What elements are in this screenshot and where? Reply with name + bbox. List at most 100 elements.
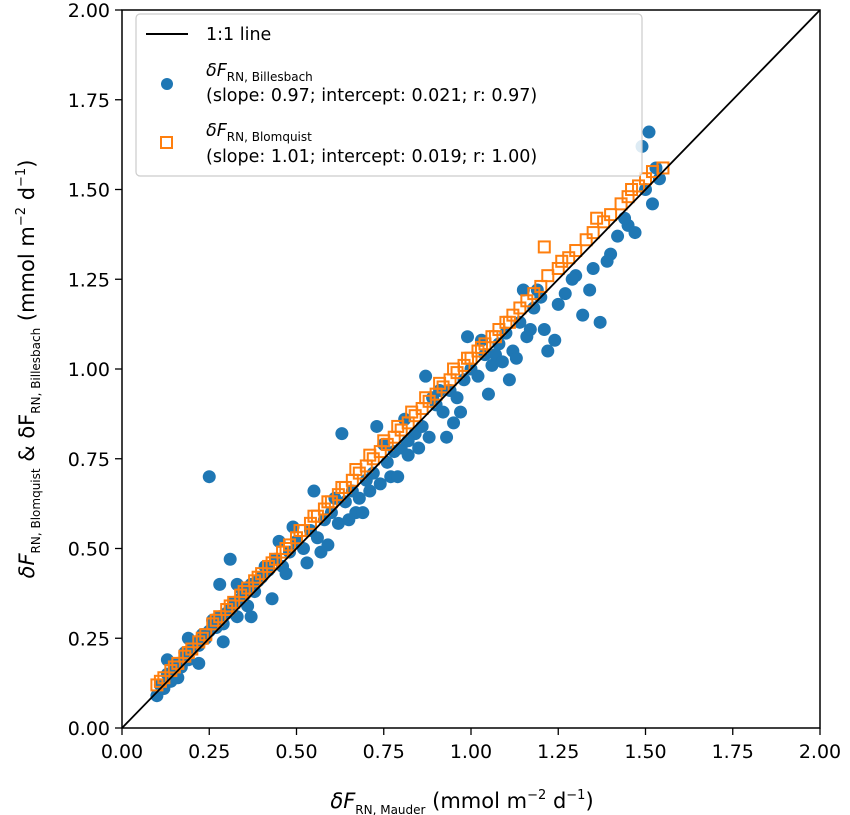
billesbach-point <box>272 534 286 548</box>
billesbach-point <box>370 419 384 433</box>
billesbach-point <box>436 405 450 419</box>
billesbach-point <box>286 520 300 534</box>
blomquist-point <box>537 240 551 254</box>
billesbach-point <box>283 545 297 559</box>
legend-square-marker-icon <box>160 136 173 149</box>
blomquist-point <box>534 279 548 293</box>
billesbach-point <box>618 211 632 225</box>
blomquist-point <box>391 419 405 433</box>
y-tick-label: 2.00 <box>68 0 110 22</box>
blomquist-point <box>502 315 516 329</box>
billesbach-point <box>419 369 433 383</box>
billesbach-point <box>548 333 562 347</box>
blomquist-point <box>321 495 335 509</box>
billesbach-point <box>530 283 544 297</box>
blomquist-point <box>590 211 604 225</box>
billesbach-point <box>593 315 607 329</box>
billesbach-point <box>628 226 642 240</box>
billesbach-point <box>611 229 625 243</box>
blomquist-point <box>621 190 635 204</box>
blomquist-point <box>433 376 447 390</box>
billesbach-point <box>541 344 555 358</box>
blomquist-point <box>656 161 670 175</box>
blomquist-point <box>345 473 359 487</box>
blomquist-point <box>541 269 555 283</box>
legend-stats-billesbach: (slope: 0.97; intercept: 0.021; r: 0.97) <box>206 86 537 106</box>
blomquist-point <box>380 437 394 451</box>
billesbach-point <box>450 391 464 405</box>
x-tick-label: 1.75 <box>712 741 754 763</box>
billesbach-point <box>398 412 412 426</box>
blomquist-point <box>625 183 639 196</box>
blomquist-point <box>262 559 276 573</box>
billesbach-point <box>391 470 405 484</box>
blomquist-point <box>377 434 391 448</box>
one-to-one-line <box>121 9 821 729</box>
billesbach-point <box>471 369 485 383</box>
billesbach-point <box>310 531 324 545</box>
blomquist-point <box>234 588 248 602</box>
blomquist-point <box>492 323 506 337</box>
blomquist-point <box>335 480 349 494</box>
billesbach-point <box>335 427 349 441</box>
x-axis-label: δFRN, Mauder (mmol m−2 d−1) <box>330 788 593 815</box>
billesbach-point <box>461 330 475 344</box>
billesbach-point <box>356 506 370 520</box>
billesbach-point <box>485 358 499 372</box>
billesbach-point <box>213 577 227 591</box>
blomquist-point <box>527 287 541 301</box>
billesbach-point <box>366 466 380 480</box>
billesbach-point <box>181 631 195 645</box>
blomquist-point <box>223 599 237 613</box>
billesbach-point <box>426 391 440 405</box>
blomquist-point <box>555 254 569 268</box>
blomquist-point <box>597 215 611 229</box>
blomquist-point <box>461 351 475 365</box>
blomquist-point <box>405 405 419 419</box>
billesbach-point <box>495 355 509 369</box>
blomquist-point <box>551 261 565 275</box>
billesbach-point <box>523 323 537 337</box>
blomquist-point <box>506 308 520 322</box>
blomquist-point <box>178 649 192 663</box>
x-tick-label: 0.75 <box>363 741 405 763</box>
blomquist-point <box>513 301 527 315</box>
blomquist-point <box>331 488 345 502</box>
blomquist-point <box>276 545 290 559</box>
legend-label-one-to-one: 1:1 line <box>206 25 271 45</box>
y-axis-label: δFRN, Blomquist & δFRN, Billesbach (mmol… <box>14 160 43 579</box>
blomquist-point <box>499 315 513 329</box>
blomquist-point <box>488 330 502 344</box>
blomquist-point <box>450 366 464 380</box>
y-tick-label: 0.75 <box>68 449 110 471</box>
blomquist-point <box>206 617 220 631</box>
blomquist-point <box>199 628 213 642</box>
billesbach-point <box>537 323 551 337</box>
billesbach-point <box>363 484 377 498</box>
blomquist-point <box>632 179 646 193</box>
blomquist-point <box>471 344 485 358</box>
blomquist-point <box>562 251 576 265</box>
blomquist-point <box>478 337 492 351</box>
blomquist-point <box>150 678 164 692</box>
series-1 <box>150 161 670 692</box>
blomquist-point <box>157 671 171 685</box>
billesbach-point <box>583 283 597 297</box>
x-tick-label: 0.00 <box>101 741 143 763</box>
legend: 1:1 line δFRN, Billesbach (slope: 0.97; … <box>135 13 643 177</box>
billesbach-point <box>422 430 436 444</box>
blomquist-point <box>464 351 478 365</box>
blomquist-point <box>220 603 234 617</box>
blomquist-point <box>153 674 167 688</box>
billesbach-point <box>481 387 495 401</box>
billesbach-point <box>307 484 321 498</box>
billesbach-point <box>576 308 590 322</box>
x-tick-label: 1.00 <box>450 741 492 763</box>
billesbach-point <box>586 261 600 275</box>
blomquist-point <box>251 570 265 584</box>
points-layer <box>150 125 670 703</box>
y-tick-label: 0.50 <box>68 539 110 561</box>
billesbach-point <box>474 333 488 347</box>
y-tick-label: 1.75 <box>68 90 110 112</box>
blomquist-point <box>237 585 251 599</box>
